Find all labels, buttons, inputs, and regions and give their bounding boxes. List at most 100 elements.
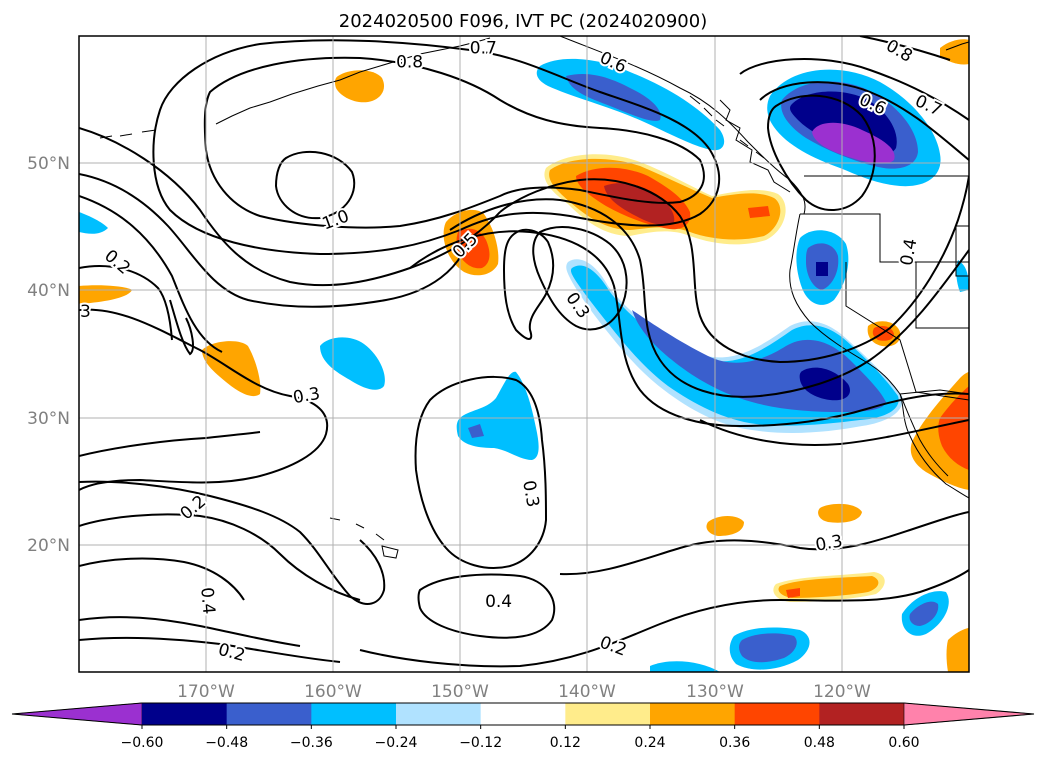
- colorbar-tick-label: −0.36: [290, 735, 333, 751]
- hawaii-islands: [329, 517, 399, 559]
- colorbar-tick-label: −0.12: [459, 735, 502, 751]
- contour-east-0-6: [759, 81, 969, 161]
- contour-east-0-4: [449, 198, 969, 398]
- colorbar-tick-label: −0.60: [121, 735, 164, 751]
- lon-tick-label: 160°W: [304, 682, 362, 702]
- contour-0-2-west: [79, 265, 173, 341]
- figure-title: 2024020500 F096, IVT PC (2024020900): [339, 11, 707, 32]
- neg-shade-hawaii-north: [456, 371, 539, 460]
- lat-tick-label: 20°N: [27, 536, 70, 556]
- pos-shade-sub-2: [818, 503, 862, 523]
- lon-tick-label: 130°W: [686, 682, 744, 702]
- lat-tick-labels: 20°N 30°N 40°N 50°N: [27, 154, 70, 556]
- contour-label: 0.4: [485, 592, 512, 612]
- state-border-1: [800, 213, 969, 263]
- contour-0-2-bottom: [79, 616, 301, 647]
- neg-shade-hawaii-core: [468, 424, 484, 438]
- colorbar-tick-label: 0.60: [888, 735, 919, 751]
- colorbar-tick-label: 0.12: [550, 735, 581, 751]
- bc-coast: [719, 99, 791, 193]
- us-west-coast: [789, 213, 969, 499]
- contour-east-0-3: [409, 230, 969, 428]
- coastline-layer: [99, 36, 969, 559]
- neg-shade-central: [320, 337, 385, 390]
- lat-tick-label: 50°N: [27, 154, 70, 174]
- contour-0-7-north: [152, 39, 720, 256]
- contour-cal-loop: [532, 226, 628, 331]
- colorbar-tick-label: −0.48: [205, 735, 248, 751]
- lat-tick-label: 30°N: [27, 409, 70, 429]
- pos-shade-gulf-alaska-dark: [604, 183, 675, 225]
- alaska-coast: [559, 36, 806, 215]
- contour-label: 0.7: [470, 39, 497, 59]
- ne-corner-island: [945, 41, 969, 51]
- pos-shade-sub-3-red: [786, 588, 800, 598]
- lon-tick-label: 140°W: [558, 682, 616, 702]
- lon-tick-label: 120°W: [813, 682, 871, 702]
- lon-tick-label: 170°W: [177, 682, 235, 702]
- graticule: [79, 36, 969, 672]
- pos-shade-aleutian: [334, 70, 385, 103]
- contour-label: 0.3: [814, 531, 844, 555]
- contour-bc-loop: [766, 94, 876, 212]
- state-border-4: [955, 225, 969, 277]
- colorbar-segment: [396, 703, 482, 725]
- contour-0-3-east-upper: [699, 419, 969, 446]
- map-frame: [78, 35, 970, 673]
- colorbar-segment: [311, 703, 397, 725]
- colorbar-segment: [480, 703, 566, 725]
- contour-east-0-7: [739, 57, 969, 121]
- contour-label: 0.4: [196, 586, 218, 615]
- contour-0-3-small: [502, 228, 554, 340]
- contour-0-8-north: [203, 56, 705, 229]
- neg-shade-california-dark: [816, 262, 828, 276]
- colorbar-segment: [734, 703, 820, 725]
- colorbar-segment: [650, 703, 736, 725]
- lon-tick-label: 150°W: [431, 682, 489, 702]
- contour-0-3-south: [79, 480, 386, 605]
- colorbar-segment: [142, 703, 228, 725]
- colorbar-tick-label: 0.24: [634, 735, 665, 751]
- contour-label: 3: [80, 302, 91, 322]
- contour-east-0-5: [499, 175, 969, 364]
- colorbar-extend-max: [903, 702, 1035, 726]
- contour-0-2-east: [359, 569, 969, 668]
- baja-coast: [899, 393, 949, 477]
- se-alaska-islands: [689, 95, 765, 159]
- colorbar: −0.60 −0.48 −0.36 −0.24 −0.12 0.12 0.24 0.36 0.4…: [11, 702, 1035, 751]
- neg-shade-left-edge: [79, 212, 108, 234]
- contour-0-3-mid: [169, 299, 194, 356]
- shading-layer: [79, 39, 969, 672]
- pos-shade-sub-1: [706, 516, 744, 536]
- contour-label: 0.8: [396, 53, 423, 73]
- contour-0-2-bottom-b: [79, 636, 341, 663]
- neg-shade-south-2: [650, 661, 720, 672]
- aleutian-islands: [215, 59, 401, 125]
- contour-0-6-west: [79, 127, 501, 287]
- contour-0-2-south: [79, 431, 261, 457]
- state-border-3: [915, 262, 969, 329]
- contour-0-4-south: [79, 557, 245, 601]
- lat-tick-label: 40°N: [27, 281, 70, 301]
- neg-shade-band-dark: [799, 367, 850, 401]
- colorbar-segment: [226, 703, 312, 725]
- colorbar-segment: [565, 703, 651, 725]
- contour-layer: [79, 36, 969, 668]
- neg-shade-south-1-core: [739, 633, 797, 663]
- contour-east-0-8: [859, 36, 951, 61]
- lon-tick-labels: 170°W 160°W 150°W 140°W 130°W 120°W: [177, 682, 871, 702]
- contour-0-2-south-b: [79, 513, 361, 601]
- contour-0-3-center: [79, 308, 329, 491]
- neg-shade-south-3-core: [909, 601, 939, 626]
- colorbar-tick-label: −0.24: [375, 735, 418, 751]
- pos-shade-mexico-red: [938, 386, 969, 470]
- contour-hawaii-loop: [414, 376, 548, 569]
- contour-0-4-west: [79, 195, 223, 353]
- contour-1-0: [274, 150, 356, 220]
- colorbar-tick-label: 0.36: [719, 735, 750, 751]
- contour-0-4-south-loop: [417, 573, 556, 639]
- pos-shade-se-corner: [946, 628, 969, 672]
- colorbar-segment: [819, 703, 905, 725]
- colorbar-tick-label: 0.48: [804, 735, 835, 751]
